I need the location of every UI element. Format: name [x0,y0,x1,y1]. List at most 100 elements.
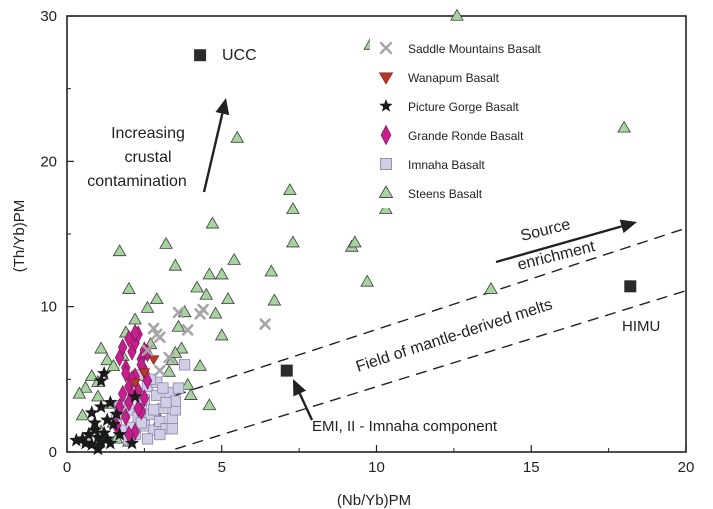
data-point [159,236,173,249]
data-point [141,344,154,357]
data-point [286,235,300,248]
x-tick-label: 5 [218,459,226,476]
data-point [172,306,185,319]
data-point [154,428,166,441]
arrow-crustal-contamination [202,98,230,193]
reference-point [194,49,207,62]
data-point [230,130,245,143]
series-saddle-mountains-basalt [141,303,271,377]
series-wanapum-basalt [129,355,160,389]
legend-label: Wanapum Basalt [408,71,500,85]
y-tick-label: 30 [40,8,57,25]
data-point [130,323,140,342]
x-tick-label: 15 [523,459,540,476]
data-point [190,280,204,293]
data-point [160,396,172,409]
y-tick-label: 10 [40,299,57,316]
data-point [127,389,143,403]
data-point [91,389,105,402]
data-point [94,341,108,354]
data-point [118,338,128,357]
y-tick-label: 0 [49,444,57,461]
x-tick-label: 0 [63,459,71,476]
data-point [347,235,362,248]
data-point [112,244,127,257]
annotation-arrows [202,98,637,421]
data-point [282,183,297,196]
data-point [169,395,181,407]
data-point [199,287,214,300]
data-point [484,281,498,294]
data-point [157,382,169,394]
legend-label: Steens Basalt [408,187,483,201]
data-point [214,267,229,280]
data-point [100,412,115,427]
data-point [93,434,109,448]
field-upper-line [175,227,687,396]
data-point [151,389,163,401]
data-point [150,328,163,341]
data-point [75,408,90,421]
annotation-source: Source [519,216,572,245]
data-point [133,399,143,418]
reference-point [624,280,637,293]
data-point [122,281,136,294]
data-point [130,422,140,441]
annotation-crustal: crustal [124,149,171,166]
data-point [93,399,109,414]
arrow-emi-component [293,379,314,421]
data-point [69,432,84,447]
data-point [84,437,99,451]
arrow-source-enrichment [495,219,637,264]
annotation-field: Field of mantle-derived melts [354,296,555,376]
data-point [166,423,178,435]
legend-label: Picture Gorge Basalt [408,100,519,114]
legend-marker [379,41,393,55]
data-point [97,425,112,440]
data-point [162,364,177,377]
data-point [124,435,140,450]
data-point [450,8,464,21]
data-point [360,274,375,287]
data-point [183,388,198,400]
data-point [149,292,164,305]
legend-marker [379,99,393,112]
legend-marker [378,185,394,198]
y-axis-title: (Th/Yb)PM [11,200,28,273]
data-point [112,427,127,441]
data-point [148,404,160,416]
data-point [109,406,124,421]
data-point [129,378,141,389]
label-ucc: UCC [222,47,257,64]
data-point [172,382,185,394]
data-point [103,395,118,409]
data-point [181,324,194,336]
legend-marker [380,124,392,146]
data-point [90,429,106,444]
data-point [147,322,160,335]
data-point [221,292,235,305]
data-point [84,405,99,419]
data-point [286,201,300,214]
data-point [100,431,115,445]
data-point [171,319,186,332]
data-point [174,341,189,354]
data-point [163,351,175,364]
data-point [118,384,128,403]
legend-box [370,34,588,208]
data-point [208,306,223,319]
data-point [97,366,112,380]
data-point [128,312,142,325]
data-point [264,264,279,277]
data-point [138,368,151,379]
data-point [84,369,99,382]
legend-label: Saddle Mountains Basalt [408,42,541,56]
data-point [106,416,121,431]
data-point [197,303,209,316]
annotation-emi: EMI, II - Imnaha component [312,418,498,435]
legend-marker [379,157,392,170]
data-point [180,377,195,390]
data-point [90,441,106,456]
data-point [87,422,102,437]
data-point [141,433,154,445]
